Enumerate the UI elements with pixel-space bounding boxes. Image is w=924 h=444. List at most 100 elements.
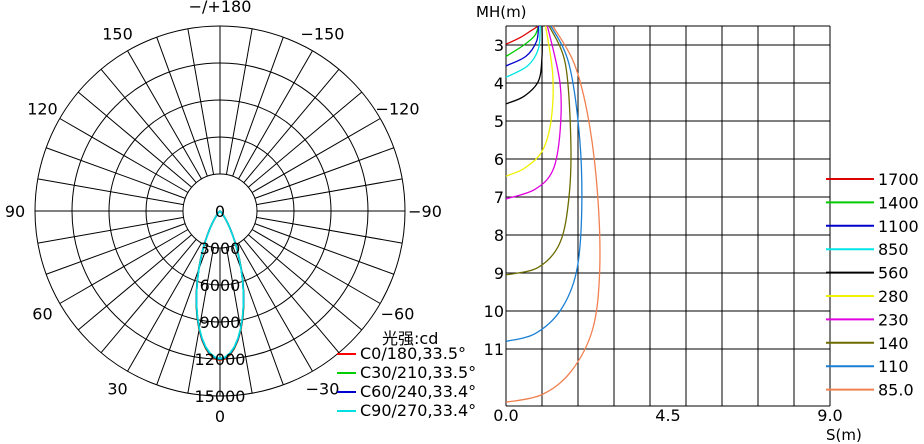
isolux-curve: [505, 25, 540, 57]
polar-angle-label: 90: [5, 202, 25, 221]
polar-spoke: [225, 247, 253, 394]
polar-spoke: [59, 229, 189, 304]
isolux-curve: [505, 25, 543, 105]
isolux-x-axis-title: S(m): [826, 426, 862, 444]
polar-spoke: [225, 28, 253, 175]
polar-spoke: [77, 234, 192, 331]
polar-spoke: [187, 28, 215, 175]
polar-spoke: [156, 36, 208, 177]
isolux-x-tick-label: 4.5: [655, 406, 680, 425]
polar-curves: [195, 210, 245, 362]
polar-spoke: [127, 242, 202, 372]
isolux-x-ticks: 0.0 4.5 9.0: [493, 406, 842, 425]
polar-angle-label: 60: [32, 305, 52, 324]
isolux-y-tick-label: 10: [484, 302, 504, 321]
polar-intensity-chart: −/+180 −150 −120 −90 −60 −30 0 30 60 90 120 150 0 30…: [5, 0, 476, 426]
isolux-chart: 0.0 4.5 9.0 3 4 5 6 7 8 9 10 11 MH(m) S(m) 1700 140…: [476, 3, 919, 444]
polar-spoke: [100, 68, 197, 183]
isolux-y-axis-title: MH(m): [476, 3, 527, 21]
polar-spoke: [37, 178, 184, 206]
isolux-curve: [505, 25, 583, 343]
polar-spoke: [256, 216, 403, 244]
polar-spoke: [251, 229, 381, 304]
polar-radial-label: 9000: [200, 313, 241, 332]
isolux-y-tick-label: 11: [484, 340, 504, 359]
polar-radial-label: 6000: [200, 276, 241, 295]
polar-spoke: [77, 91, 192, 188]
polar-legend-title: 光强:cd: [382, 329, 438, 348]
polar-spoke: [254, 147, 395, 199]
polar-legend: C0/180,33.5°C30/210,33.5°C60/240,33.4°C9…: [337, 344, 476, 420]
isolux-x-tick-label: 9.0: [817, 406, 842, 425]
isolux-curves: [505, 25, 601, 403]
isolux-legend-label: 1100: [878, 217, 919, 236]
isolux-y-tick-label: 8: [494, 226, 504, 245]
isolux-legend-label: 230: [878, 310, 909, 329]
polar-angle-label: 0: [215, 407, 225, 426]
polar-spoke: [248, 91, 363, 188]
polar-angle-label: −60: [381, 305, 415, 324]
polar-radial-label: 0: [215, 202, 225, 221]
isolux-y-ticks: 3 4 5 6 7 8 9 10 11: [484, 36, 504, 359]
polar-spoke: [256, 178, 403, 206]
polar-radial-label: 15000: [195, 387, 246, 406]
isolux-legend-label: 560: [878, 264, 909, 283]
polar-legend-label: C60/240,33.4°: [360, 382, 476, 401]
polar-angle-label: −120: [376, 100, 420, 119]
isolux-grid: [505, 25, 831, 407]
polar-spoke: [232, 36, 284, 177]
polar-angle-labels: −/+180 −150 −120 −90 −60 −30 0 30 60 90 120 150: [5, 0, 442, 426]
isolux-legend-label: 280: [878, 287, 909, 306]
polar-spoke: [127, 50, 202, 180]
polar-angle-label: −/+180: [189, 0, 252, 16]
polar-spoke: [243, 68, 340, 183]
isolux-legend-label: 1700: [878, 170, 919, 189]
polar-radial-label: 12000: [195, 350, 246, 369]
isolux-legend-label: 850: [878, 240, 909, 259]
isolux-legend-label: 110: [878, 357, 909, 376]
isolux-curve: [505, 25, 554, 177]
polar-spoke: [100, 239, 197, 354]
isolux-legend: 1700 1400 1100 850 560 280 230 140 110 85.0: [826, 170, 919, 400]
polar-spoke: [254, 223, 395, 275]
polar-angle-label: −30: [306, 380, 340, 399]
isolux-y-tick-label: 6: [494, 150, 504, 169]
isolux-y-tick-label: 9: [494, 264, 504, 283]
polar-spoke: [248, 234, 363, 331]
polar-spoke: [238, 50, 313, 180]
isolux-x-tick-label: 0.0: [493, 406, 518, 425]
polar-angle-label: 30: [107, 380, 127, 399]
polar-spoke: [59, 118, 189, 193]
polar-spoke: [243, 239, 340, 354]
polar-spoke: [37, 216, 184, 244]
polar-spoke: [45, 223, 186, 275]
isolux-y-tick-label: 3: [494, 36, 504, 55]
polar-curve: [195, 210, 245, 360]
isolux-y-tick-label: 7: [494, 188, 504, 207]
polar-angle-label: −150: [301, 24, 345, 43]
polar-legend-label: C90/270,33.4°: [360, 401, 476, 420]
isolux-legend-label: 140: [878, 334, 909, 353]
isolux-curve: [505, 25, 539, 45]
polar-spoke: [238, 242, 313, 372]
isolux-y-tick-label: 4: [494, 74, 504, 93]
isolux-legend-label: 1400: [878, 193, 919, 212]
polar-spoke: [45, 147, 186, 199]
isolux-y-tick-label: 5: [494, 112, 504, 131]
polar-angle-label: 150: [102, 24, 133, 43]
polar-radial-label: 3000: [200, 239, 241, 258]
isolux-legend-label: 85.0: [878, 381, 914, 400]
polar-radial-labels: 0 3000 6000 9000 12000 15000: [195, 202, 246, 406]
polar-angle-label: −90: [408, 202, 442, 221]
isolux-curve: [505, 25, 601, 403]
isolux-curve: [505, 25, 540, 67]
isolux-curve: [505, 25, 572, 276]
isolux-curve: [505, 25, 562, 200]
polar-legend-label: C0/180,33.5°: [360, 344, 466, 363]
polar-spoke: [251, 118, 381, 193]
polar-legend-label: C30/210,33.5°: [360, 363, 476, 382]
polar-angle-label: 120: [27, 100, 58, 119]
isolux-curve: [505, 25, 541, 78]
polar-spoke: [187, 247, 215, 394]
